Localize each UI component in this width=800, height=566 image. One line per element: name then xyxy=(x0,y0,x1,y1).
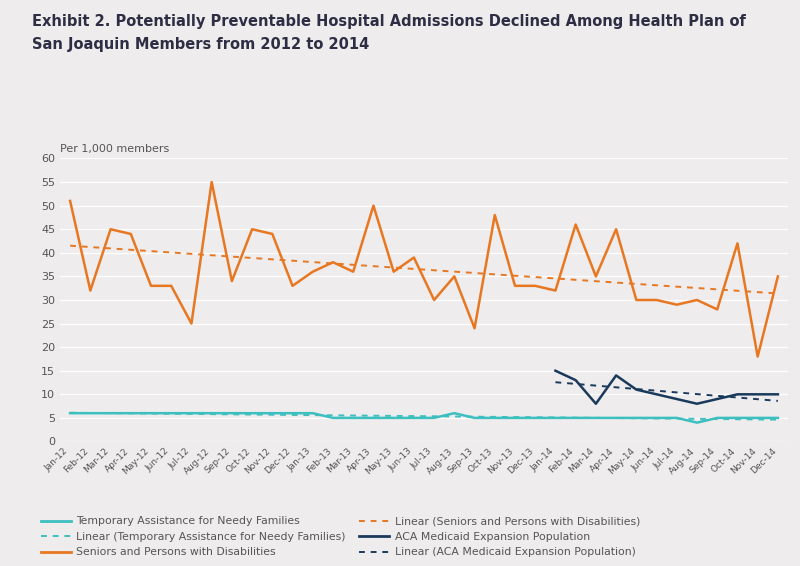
Legend: Temporary Assistance for Needy Families, Linear (Temporary Assistance for Needy : Temporary Assistance for Needy Families,… xyxy=(38,513,643,560)
Text: Exhibit 2. Potentially Preventable Hospital Admissions Declined Among Health Pla: Exhibit 2. Potentially Preventable Hospi… xyxy=(32,14,746,29)
Text: San Joaquin Members from 2012 to 2014: San Joaquin Members from 2012 to 2014 xyxy=(32,37,370,52)
Text: Per 1,000 members: Per 1,000 members xyxy=(60,144,170,155)
